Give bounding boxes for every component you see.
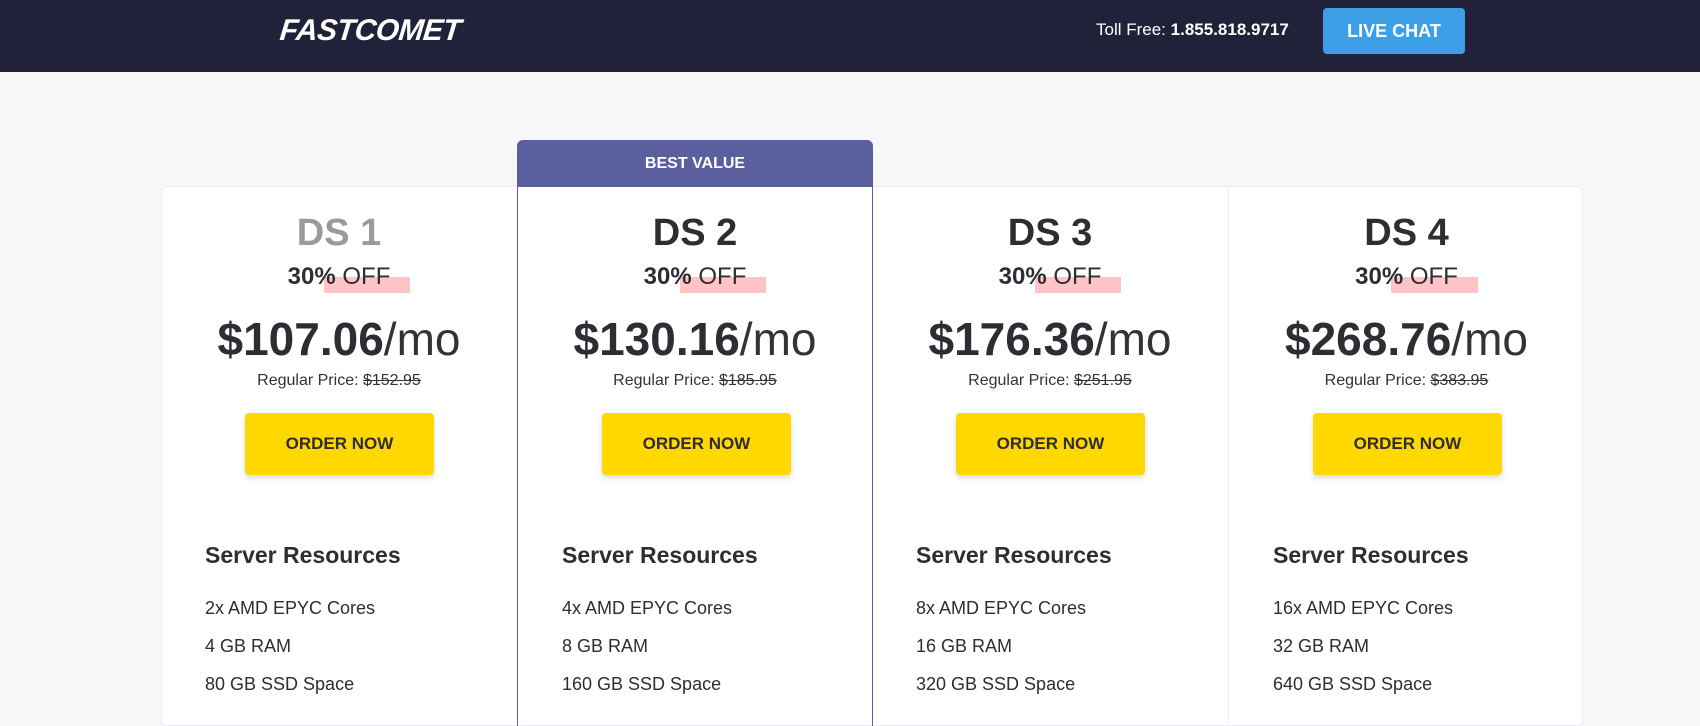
plan-price: $268.76/mo	[1229, 312, 1584, 366]
feature-item: 640 GB SSD Space	[1273, 674, 1433, 694]
price-period: /mo	[1094, 313, 1172, 365]
discount-label: 30% OFF	[518, 263, 872, 293]
order-now-button[interactable]: ORDER NOW	[245, 413, 434, 475]
fastcomet-logo[interactable]: FASTCOMET	[278, 14, 463, 47]
discount-label: 30% OFF	[1229, 263, 1584, 293]
discount-off: OFF	[1409, 263, 1458, 290]
regular-price-label: Regular Price:	[968, 372, 1070, 389]
regular-price-label: Regular Price:	[613, 372, 715, 389]
feature-item: 16x AMD EPYC Cores	[1273, 598, 1454, 618]
plan-name: DS 1	[296, 212, 382, 254]
feature-item: 8x AMD EPYC Cores	[916, 598, 1087, 618]
discount-highlight	[1034, 277, 1122, 293]
site-header: FASTCOMET Toll Free: 1.855.818.9717 LIVE…	[0, 0, 1700, 72]
feature-item: 8 GB RAM	[562, 636, 649, 656]
price-period: /mo	[739, 313, 817, 365]
regular-price-label: Regular Price:	[1324, 372, 1427, 389]
plan-card: DS 3 30% OFF $176.36/mo Regular Price: $…	[872, 186, 1228, 726]
feature-item: 4 GB RAM	[205, 636, 292, 656]
toll-label: Toll Free:	[1096, 20, 1166, 39]
feature-item: 4x AMD EPYC Cores	[562, 598, 733, 618]
plan-name: DS 4	[1364, 212, 1449, 254]
discount-highlight	[679, 277, 767, 293]
discount-percent: 30%	[287, 263, 336, 290]
order-now-button[interactable]: ORDER NOW	[1313, 413, 1502, 475]
feature-item: 320 GB SSD Space	[916, 674, 1076, 694]
order-now-button[interactable]: ORDER NOW	[956, 413, 1145, 475]
plan-card: DS 2 30% OFF $130.16/mo Regular Price: $…	[517, 186, 873, 726]
plan-name: DS 3	[1007, 212, 1093, 254]
price-amount: $130.16	[573, 313, 740, 365]
discount-highlight	[1391, 277, 1478, 293]
toll-number[interactable]: 1.855.818.9717	[1170, 20, 1289, 39]
plan-name: DS 2	[652, 212, 738, 254]
feature-item: 32 GB RAM	[1273, 636, 1370, 656]
discount-percent: 30%	[1355, 263, 1404, 290]
regular-price-value: $383.95	[1430, 372, 1489, 389]
discount-off: OFF	[698, 263, 747, 290]
price-period: /mo	[383, 313, 461, 365]
regular-price-value: $185.95	[718, 372, 777, 389]
regular-price: Regular Price: $185.95	[518, 372, 872, 390]
order-now-button[interactable]: ORDER NOW	[602, 413, 791, 475]
discount-highlight	[323, 277, 411, 293]
regular-price-value: $251.95	[1073, 372, 1132, 389]
discount-percent: 30%	[998, 263, 1047, 290]
feature-item: 80 GB SSD Space	[205, 674, 355, 694]
feature-item: 160 GB SSD Space	[562, 674, 722, 694]
server-resources-heading: Server Resources	[562, 542, 758, 568]
price-amount: $107.06	[217, 313, 384, 365]
regular-price: Regular Price: $251.95	[872, 372, 1228, 390]
regular-price-value: $152.95	[362, 372, 421, 389]
discount-percent: 30%	[643, 263, 692, 290]
price-period: /mo	[1451, 313, 1528, 365]
feature-item: 2x AMD EPYC Cores	[205, 598, 376, 618]
discount-label: 30% OFF	[161, 263, 517, 293]
server-resources-heading: Server Resources	[916, 542, 1112, 568]
plan-price: $130.16/mo	[518, 312, 872, 366]
live-chat-button[interactable]: LIVE CHAT	[1323, 8, 1465, 54]
price-amount: $268.76	[1285, 313, 1452, 365]
server-resources-heading: Server Resources	[205, 542, 401, 568]
plan-price: $176.36/mo	[872, 312, 1228, 366]
discount-label: 30% OFF	[872, 263, 1228, 293]
plan-price: $107.06/mo	[161, 312, 517, 366]
feature-item: 16 GB RAM	[916, 636, 1013, 656]
discount-off: OFF	[342, 263, 391, 290]
toll-free: Toll Free: 1.855.818.9717	[1096, 20, 1289, 40]
server-resources-heading: Server Resources	[1273, 542, 1469, 568]
regular-price: Regular Price: $383.95	[1229, 372, 1584, 390]
best-value-badge: BEST VALUE	[517, 140, 873, 187]
regular-price-label: Regular Price:	[257, 372, 359, 389]
price-amount: $176.36	[928, 313, 1095, 365]
plan-card: DS 1 30% OFF $107.06/mo Regular Price: $…	[161, 186, 517, 726]
discount-off: OFF	[1053, 263, 1102, 290]
regular-price: Regular Price: $152.95	[161, 372, 517, 390]
plan-card: DS 4 30% OFF $268.76/mo Regular Price: $…	[1228, 186, 1584, 726]
